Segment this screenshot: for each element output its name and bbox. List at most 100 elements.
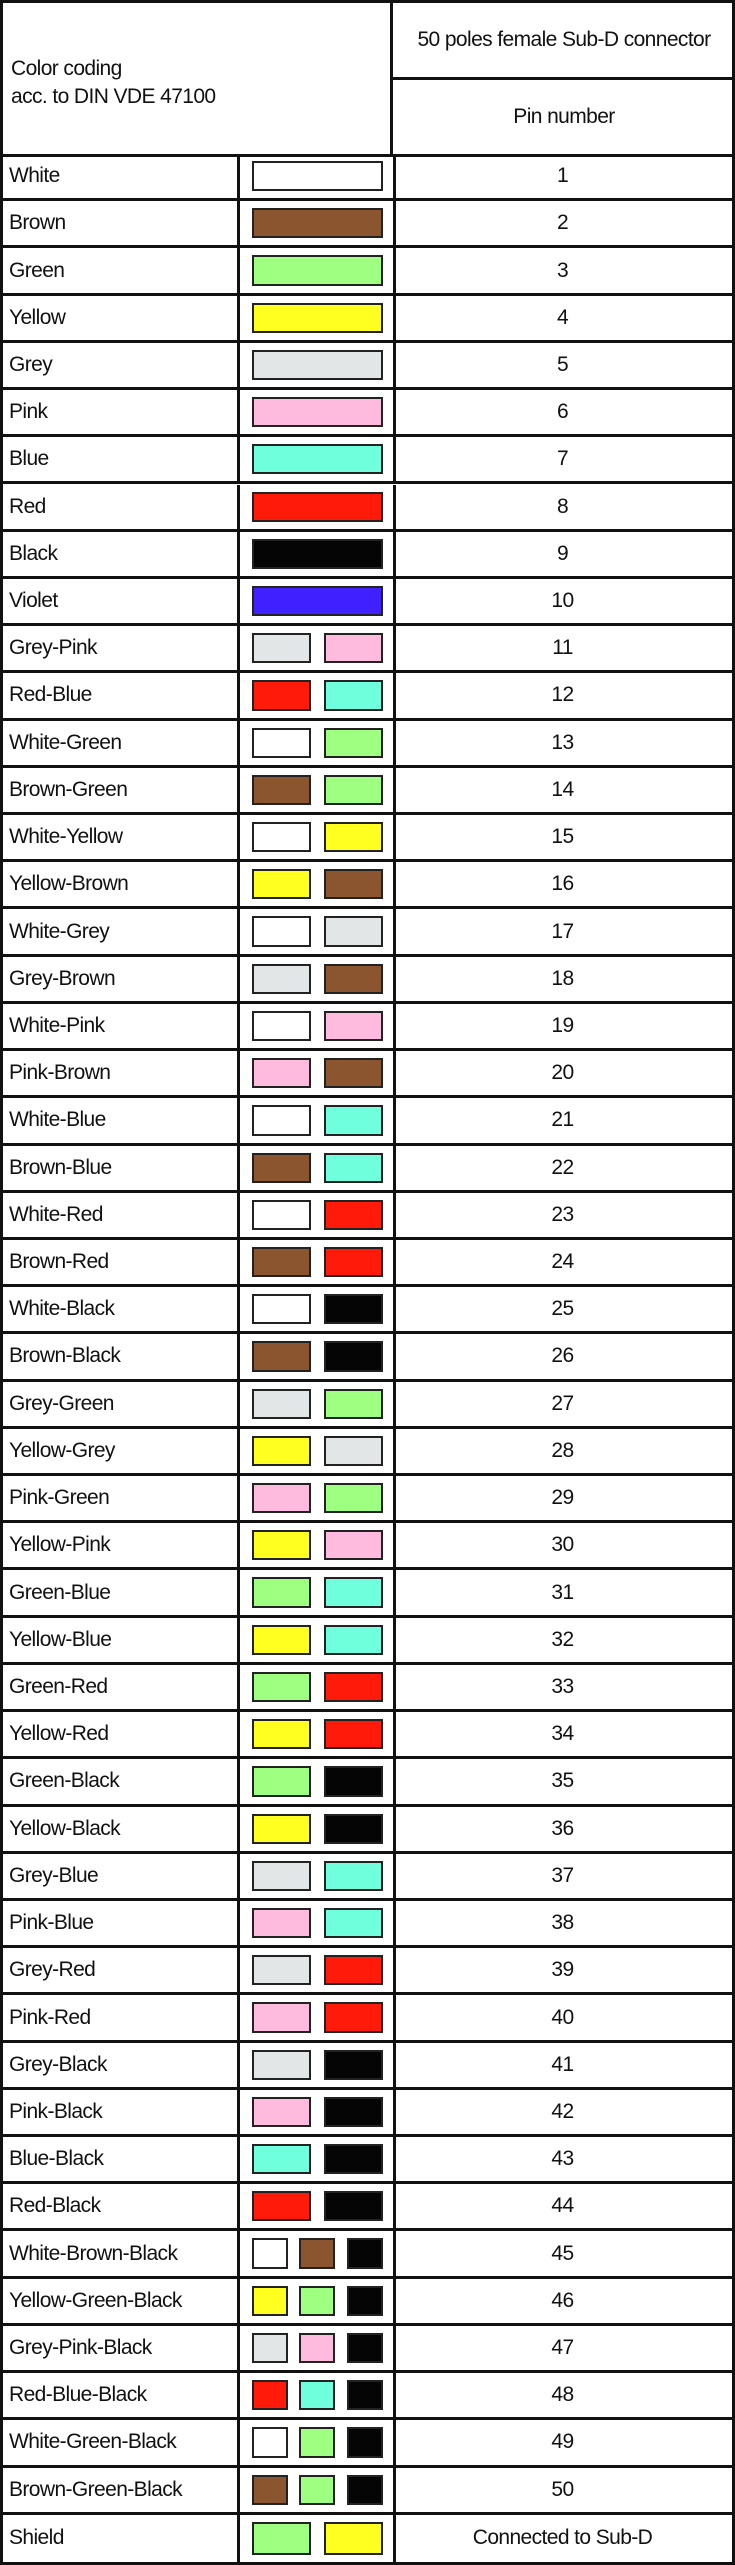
table-row: White-Red 23 bbox=[3, 1192, 732, 1240]
color-swatch-grey bbox=[324, 916, 383, 947]
table-row: Grey 5 bbox=[3, 342, 732, 391]
pin-number: 44 bbox=[551, 2194, 574, 2218]
color-swatches bbox=[237, 1098, 396, 1143]
table-row: Brown-Green 14 bbox=[3, 767, 732, 815]
color-swatch-grey bbox=[252, 1388, 311, 1419]
pin-number: 8 bbox=[556, 494, 569, 518]
table-row: Red-Black 44 bbox=[3, 2184, 732, 2232]
color-swatches bbox=[237, 1712, 396, 1757]
table-row: Yellow-Brown 16 bbox=[3, 862, 732, 910]
color-swatches bbox=[237, 1192, 396, 1237]
color-swatches bbox=[237, 1570, 396, 1615]
color-swatches bbox=[237, 1523, 396, 1568]
color-swatch-brown bbox=[252, 1246, 311, 1278]
color-swatches bbox=[237, 2278, 396, 2323]
color-name: Green bbox=[9, 258, 65, 282]
pin-number: 32 bbox=[551, 1627, 574, 1651]
color-swatch-green bbox=[252, 1766, 311, 1797]
color-swatch-green bbox=[252, 255, 383, 286]
color-swatch-black bbox=[324, 1813, 383, 1844]
color-name: Green-Red bbox=[9, 1674, 108, 1698]
color-swatch-brown bbox=[252, 1341, 311, 1372]
color-swatch-yellow bbox=[252, 869, 311, 900]
color-swatch-black bbox=[347, 2332, 383, 2364]
color-name: Yellow-Red bbox=[9, 1722, 109, 1746]
table-row: Grey-Black 41 bbox=[3, 2042, 732, 2090]
pin-number: 45 bbox=[551, 2241, 574, 2265]
color-swatch-white bbox=[252, 1105, 311, 1136]
color-swatch-blue bbox=[299, 2380, 335, 2411]
table-row: White 1 bbox=[3, 154, 732, 202]
pin-number: 22 bbox=[551, 1155, 574, 1179]
color-swatch-black bbox=[347, 2285, 383, 2316]
table-row: Brown-Blue 22 bbox=[3, 1145, 732, 1193]
color-name: Violet bbox=[9, 589, 58, 613]
color-swatch-green bbox=[299, 2285, 335, 2316]
color-swatches bbox=[237, 2231, 396, 2276]
table-row: Grey-Pink 11 bbox=[3, 626, 732, 674]
color-swatch-yellow bbox=[252, 1624, 311, 1655]
color-name: Pink-Red bbox=[9, 2005, 91, 2029]
table-row: White-Pink 19 bbox=[3, 1003, 732, 1052]
color-swatch-yellow bbox=[324, 822, 383, 853]
pin-number: 26 bbox=[551, 1344, 574, 1368]
table-row: Brown-Red 24 bbox=[3, 1239, 732, 1288]
color-name: Grey-Black bbox=[9, 2052, 107, 2076]
color-swatch-white bbox=[252, 916, 311, 947]
pin-number: 2 bbox=[556, 211, 569, 235]
color-swatch-white bbox=[252, 2238, 288, 2269]
color-swatch-pink bbox=[252, 2096, 311, 2128]
color-swatch-yellow bbox=[252, 2285, 288, 2316]
color-swatches bbox=[237, 1853, 396, 1898]
color-swatches bbox=[237, 2420, 396, 2465]
color-swatch-red bbox=[324, 1955, 383, 1986]
color-swatch-brown bbox=[252, 208, 383, 239]
color-swatch-pink bbox=[299, 2332, 335, 2364]
pin-number: 37 bbox=[551, 1863, 574, 1887]
pin-number: 28 bbox=[551, 1438, 574, 1462]
color-name: Yellow-Pink bbox=[9, 1533, 111, 1557]
table-row: White-Black 25 bbox=[3, 1287, 732, 1335]
color-swatches bbox=[237, 578, 396, 624]
color-swatch-brown bbox=[324, 1058, 383, 1089]
color-swatch-blue bbox=[324, 1577, 383, 1608]
color-swatch-black bbox=[252, 538, 383, 569]
pin-number: 50 bbox=[551, 2477, 574, 2501]
color-swatch-red bbox=[324, 2002, 383, 2033]
color-name: White-Brown-Black bbox=[9, 2241, 178, 2265]
pin-number: 1 bbox=[556, 164, 569, 188]
color-name: Grey-Green bbox=[9, 1391, 114, 1415]
color-swatches bbox=[237, 201, 396, 246]
color-swatches bbox=[237, 1806, 396, 1851]
pin-number: 12 bbox=[551, 683, 574, 707]
color-swatches bbox=[237, 862, 396, 907]
table-row: Yellow 4 bbox=[3, 295, 732, 343]
table-row: Black 9 bbox=[3, 531, 732, 579]
color-name: Grey-Blue bbox=[9, 1863, 99, 1887]
color-swatch-green bbox=[252, 1671, 311, 1703]
color-name: Grey bbox=[9, 352, 53, 376]
color-swatch-black bbox=[324, 2049, 383, 2080]
color-swatch-red bbox=[324, 1671, 383, 1703]
color-swatch-blue bbox=[324, 680, 383, 711]
pin-number: 46 bbox=[551, 2288, 574, 2312]
pin-number: 7 bbox=[556, 447, 569, 471]
pin-number: 16 bbox=[551, 872, 574, 896]
color-swatch-black bbox=[347, 2474, 383, 2505]
table-row: Pink-Blue 38 bbox=[3, 1900, 732, 1949]
color-swatch-grey bbox=[252, 633, 311, 664]
pin-number: 15 bbox=[551, 825, 574, 849]
color-swatch-black bbox=[347, 2427, 383, 2458]
color-name: White-Grey bbox=[9, 919, 110, 943]
table-row: Yellow-Green-Black 46 bbox=[3, 2278, 732, 2326]
color-name: Brown-Green-Black bbox=[9, 2477, 183, 2501]
color-swatches bbox=[237, 815, 396, 860]
color-swatches bbox=[237, 2042, 396, 2087]
color-swatch-green bbox=[252, 1577, 311, 1608]
color-swatch-green bbox=[324, 774, 383, 805]
pin-number: 49 bbox=[551, 2430, 574, 2454]
color-swatch-pink bbox=[252, 1907, 311, 1939]
color-name: Black bbox=[9, 541, 58, 565]
color-swatches bbox=[237, 1476, 396, 1521]
